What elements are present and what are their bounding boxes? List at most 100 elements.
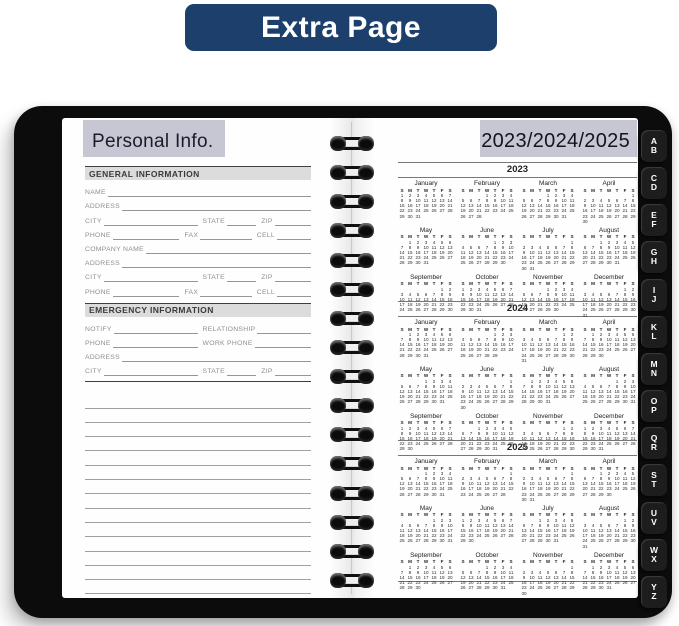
day-number: 13 bbox=[606, 528, 612, 534]
day-number: 25 bbox=[508, 580, 514, 586]
day-number: 21 bbox=[476, 580, 482, 586]
day-number: 28 bbox=[630, 441, 636, 447]
day-number: 17 bbox=[582, 302, 588, 308]
day-number: 15 bbox=[508, 481, 514, 487]
day-header: S bbox=[522, 559, 526, 565]
day-header: W bbox=[423, 373, 429, 379]
day-header: W bbox=[423, 326, 429, 332]
day-number: 21 bbox=[553, 441, 559, 447]
day-number: 22 bbox=[484, 208, 490, 214]
day-number: 17 bbox=[508, 250, 514, 256]
day-header: F bbox=[440, 559, 444, 565]
day-number: 1 bbox=[599, 239, 603, 245]
day-number: 30 bbox=[468, 307, 474, 313]
day-number: 27 bbox=[476, 352, 482, 358]
day-number: 1 bbox=[408, 564, 412, 570]
day-number: 7 bbox=[562, 244, 566, 250]
day-number: 9 bbox=[522, 574, 526, 580]
day-header: F bbox=[501, 326, 505, 332]
day-number: 14 bbox=[500, 481, 506, 487]
day-number: 18 bbox=[508, 203, 514, 209]
day-number: 15 bbox=[492, 250, 498, 256]
day-number: 20 bbox=[439, 435, 445, 441]
day-header: F bbox=[562, 281, 566, 287]
day-header: T bbox=[615, 420, 619, 426]
day-number: 7 bbox=[469, 430, 473, 436]
day-number: 15 bbox=[423, 481, 429, 487]
day-number: 29 bbox=[399, 446, 405, 452]
field-label: STATE bbox=[202, 274, 225, 282]
day-number: 19 bbox=[521, 208, 527, 214]
day-header: W bbox=[484, 281, 490, 287]
day-number: 8 bbox=[408, 244, 412, 250]
month-day-grid: S M T W T F S 1 2 3 4 5 6 7 8 9 10 11 12 13 14 15 16 17 18 19 20 21… bbox=[398, 327, 454, 358]
day-number: 29 bbox=[460, 538, 466, 544]
day-number: 21 bbox=[447, 435, 453, 441]
months-row: September S M T W T F S 1 2 3 4 5 6 7 8 9 10 11 12 13 14 15 16 1… bbox=[398, 411, 637, 453]
ruled-line bbox=[85, 580, 311, 595]
day-number: 12 bbox=[492, 291, 498, 297]
day-number: 21 bbox=[415, 486, 421, 492]
day-number: 3 bbox=[631, 378, 635, 384]
months-row: January S M T W T F S 1 2 3 4 5 6 7 8 9 10 11 12 13 14 15 16 17 1… bbox=[398, 456, 637, 503]
day-number: 28 bbox=[561, 491, 567, 497]
day-number: 30 bbox=[439, 538, 445, 544]
day-number: 28 bbox=[590, 260, 596, 266]
month-day-grid: S M T W T F S 1 2 3 4 5 6 7 8 9 10 11 12 13 14 15 16 17 18 19 20 21… bbox=[398, 188, 454, 219]
tab-letter: T bbox=[651, 479, 657, 490]
day-number: 8 bbox=[599, 475, 603, 481]
field-phone: PHONE bbox=[85, 289, 184, 297]
day-number: 8 bbox=[477, 430, 481, 436]
field-label: ZIP bbox=[261, 368, 273, 376]
day-number: 15 bbox=[537, 528, 543, 534]
day-number: 23 bbox=[630, 533, 636, 539]
day-number: 2 bbox=[485, 425, 489, 431]
day-number: 28 bbox=[500, 399, 506, 405]
field-fax: FAX bbox=[184, 289, 256, 297]
day-number: 18 bbox=[598, 208, 604, 214]
day-number: 16 bbox=[439, 528, 445, 534]
day-number: 28 bbox=[431, 307, 437, 313]
field-label: CITY bbox=[85, 274, 102, 282]
day-header: M bbox=[530, 281, 534, 287]
month-name: August bbox=[598, 504, 620, 512]
day-number: 6 bbox=[546, 430, 550, 436]
month-calendar-june: June S M T W T F S 1 2 3 4 5 6 7 8 9 10 11 12 13 14 15 16 17 18 19… bbox=[459, 505, 515, 549]
day-number: 9 bbox=[591, 430, 595, 436]
day-number: 1 bbox=[408, 331, 412, 337]
day-number: 11 bbox=[431, 569, 437, 575]
day-number: 19 bbox=[431, 203, 437, 209]
day-number: 26 bbox=[439, 580, 445, 586]
day-number: 27 bbox=[553, 491, 559, 497]
binding-loop bbox=[330, 456, 374, 472]
day-header: T bbox=[432, 187, 436, 193]
day-number: 23 bbox=[553, 208, 559, 214]
form-row: PHONE FAX CELL bbox=[85, 282, 311, 297]
month-calendar-july: July S M T W T F S 1 2 3 4 5 6 7 8 9 10 11 12 13 14 15 16 17 18 19… bbox=[520, 227, 576, 271]
day-header: S bbox=[631, 326, 635, 332]
day-number: 20 bbox=[529, 208, 535, 214]
day-header: S bbox=[509, 512, 513, 518]
day-number: 2 bbox=[501, 331, 505, 337]
day-number: 21 bbox=[537, 302, 543, 308]
day-number: 3 bbox=[477, 286, 481, 292]
day-header: T bbox=[416, 234, 420, 240]
day-number: 7 bbox=[583, 336, 587, 342]
day-number: 5 bbox=[599, 291, 603, 297]
day-number: 20 bbox=[423, 302, 429, 308]
day-header: M bbox=[469, 465, 473, 471]
day-number: 7 bbox=[501, 383, 505, 389]
day-number: 31 bbox=[423, 352, 429, 358]
day-number: 16 bbox=[447, 296, 453, 302]
day-number: 21 bbox=[582, 580, 588, 586]
day-number: 21 bbox=[606, 394, 612, 400]
month-name: March bbox=[538, 458, 558, 465]
day-number: 5 bbox=[485, 475, 489, 481]
day-header: M bbox=[469, 512, 473, 518]
tab-letter: D bbox=[650, 182, 658, 193]
day-number: 11 bbox=[484, 522, 490, 528]
month-calendar-october: October S M T W T F S 1 2 3 4 5 6 7 8 9 10 11 12 13 14 15 16 17 1… bbox=[459, 552, 515, 596]
spiral-binding bbox=[330, 136, 374, 588]
